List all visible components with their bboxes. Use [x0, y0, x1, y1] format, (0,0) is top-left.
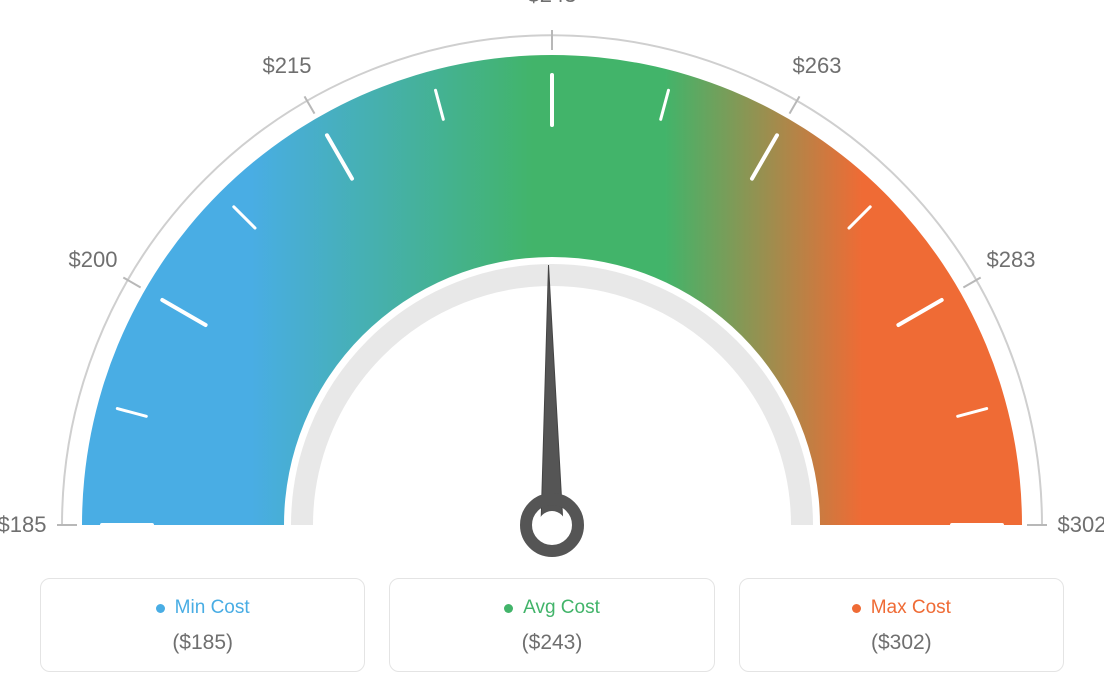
legend-min-text: Min Cost: [175, 597, 250, 619]
gauge-tick-label: $243: [528, 0, 577, 8]
gauge-tick-label: $302: [1058, 512, 1104, 538]
legend-card-max: Max Cost ($302): [739, 578, 1064, 672]
gauge-tick-label: $215: [263, 53, 312, 79]
legend-label-avg: Avg Cost: [504, 597, 600, 619]
dot-icon: [504, 604, 513, 613]
legend-card-min: Min Cost ($185): [40, 578, 365, 672]
legend-avg-text: Avg Cost: [523, 597, 600, 619]
legend-min-value: ($185): [51, 631, 354, 655]
legend-label-max: Max Cost: [852, 597, 951, 619]
gauge-tick-label: $185: [0, 512, 46, 538]
gauge-chart: [0, 0, 1104, 560]
legend-max-value: ($302): [750, 631, 1053, 655]
dot-icon: [156, 604, 165, 613]
gauge-tick-label: $263: [793, 53, 842, 79]
gauge-svg: [0, 0, 1104, 560]
legend-label-min: Min Cost: [156, 597, 250, 619]
legend-max-text: Max Cost: [871, 597, 951, 619]
gauge-tick-label: $283: [987, 247, 1036, 273]
cost-gauge-container: $185 $200 $215 $243 $263 $283 $302 Min Cost ($…: [0, 0, 1104, 690]
legend-avg-value: ($243): [400, 631, 703, 655]
dot-icon: [852, 604, 861, 613]
legend-card-avg: Avg Cost ($243): [389, 578, 714, 672]
legend-row: Min Cost ($185) Avg Cost ($243) Max Cost…: [40, 578, 1064, 672]
gauge-tick-label: $200: [69, 247, 118, 273]
